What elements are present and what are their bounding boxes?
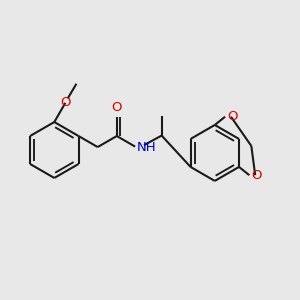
Text: O: O [227,110,238,123]
Text: O: O [60,96,70,110]
Text: NH: NH [136,141,156,154]
Text: O: O [251,169,262,182]
Text: O: O [112,101,122,114]
